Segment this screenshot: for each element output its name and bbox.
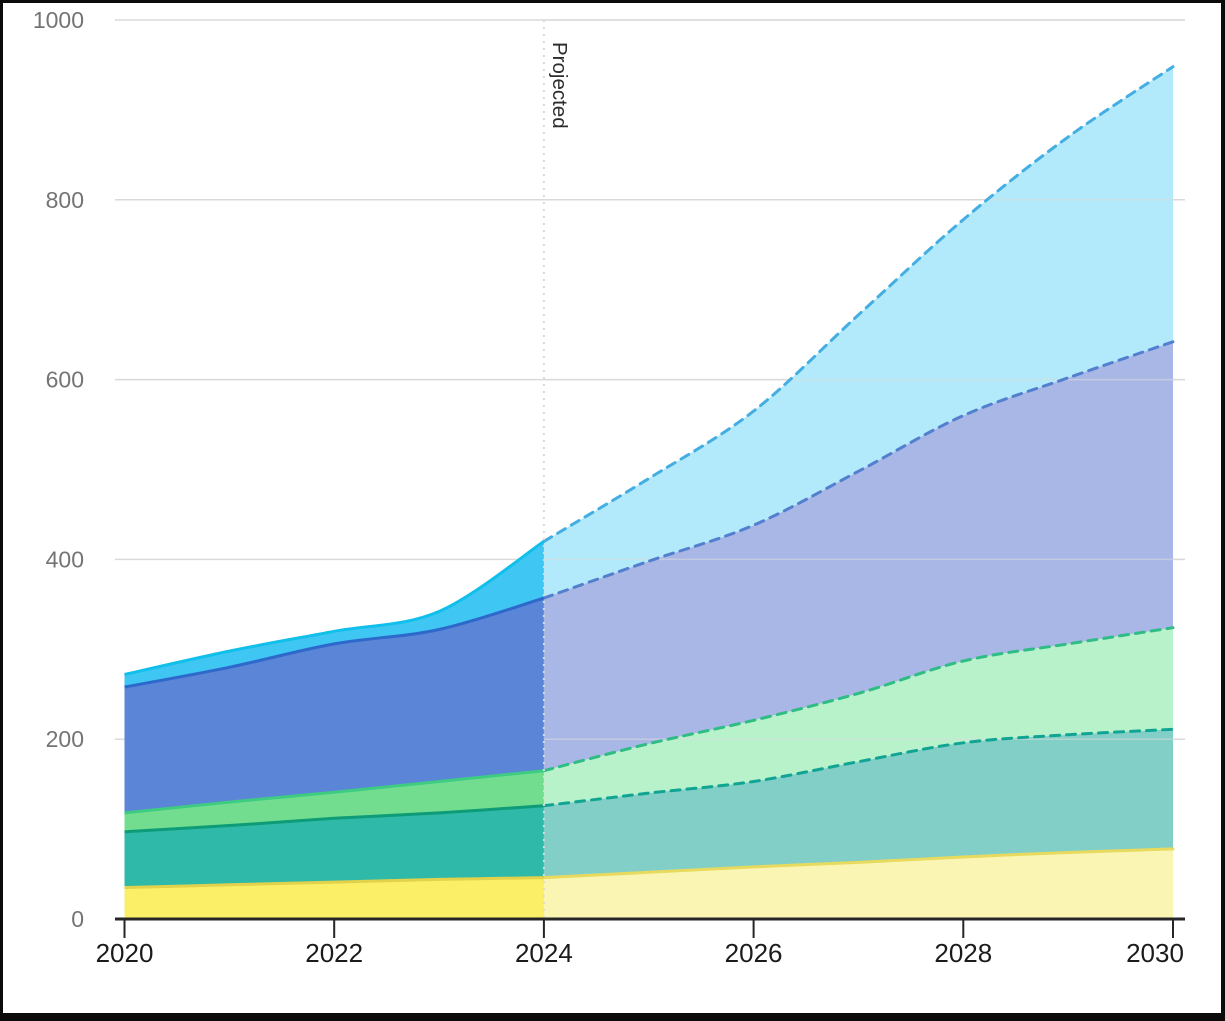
x-tick-label-2026: 2026 bbox=[725, 938, 783, 968]
x-tick-label-2022: 2022 bbox=[305, 938, 363, 968]
line-historical-series-light-green bbox=[124, 769, 545, 815]
line-historical-series-yellow-bottom bbox=[124, 876, 544, 890]
area-projected-series-teal bbox=[543, 729, 1173, 878]
area-projected-series-light-green bbox=[543, 627, 1173, 806]
area-historical-series-blue bbox=[124, 598, 544, 813]
y-tick-label-400: 400 bbox=[46, 546, 84, 572]
line-historical-series-cyan-top bbox=[124, 540, 545, 676]
line-historical-series-blue bbox=[124, 596, 545, 689]
stacked-area-chart: Projected 2020 2022 2024 2026 2028 2030 0 200 400… bbox=[3, 3, 1221, 1013]
line-projected-series-blue bbox=[542, 340, 1175, 600]
line-historical-series-teal bbox=[124, 804, 545, 834]
y-tick-label-200: 200 bbox=[46, 726, 84, 752]
x-tick-label-2028: 2028 bbox=[934, 938, 992, 968]
area-historical-series-yellow-bottom bbox=[124, 877, 544, 919]
x-tick-label-2020: 2020 bbox=[96, 938, 154, 968]
y-tick-label-0: 0 bbox=[71, 906, 84, 932]
line-projected-series-light-green bbox=[542, 626, 1175, 773]
area-historical-series-cyan-top bbox=[124, 541, 544, 688]
y-tick-label-1000: 1000 bbox=[33, 7, 84, 33]
x-tick-label-2030: 2030 bbox=[1126, 938, 1184, 968]
area-historical-series-light-green bbox=[124, 770, 544, 832]
y-tick-label-800: 800 bbox=[46, 187, 84, 213]
y-tick-label-600: 600 bbox=[46, 367, 84, 393]
x-tick-label-2024: 2024 bbox=[515, 938, 573, 968]
line-projected-series-cyan-top bbox=[542, 65, 1175, 543]
projected-label: Projected bbox=[548, 42, 571, 129]
area-projected-series-yellow-bottom bbox=[543, 848, 1173, 919]
area-projected-series-blue bbox=[543, 341, 1173, 771]
line-projected-series-yellow-bottom bbox=[542, 847, 1175, 880]
line-projected-series-teal bbox=[542, 727, 1175, 808]
